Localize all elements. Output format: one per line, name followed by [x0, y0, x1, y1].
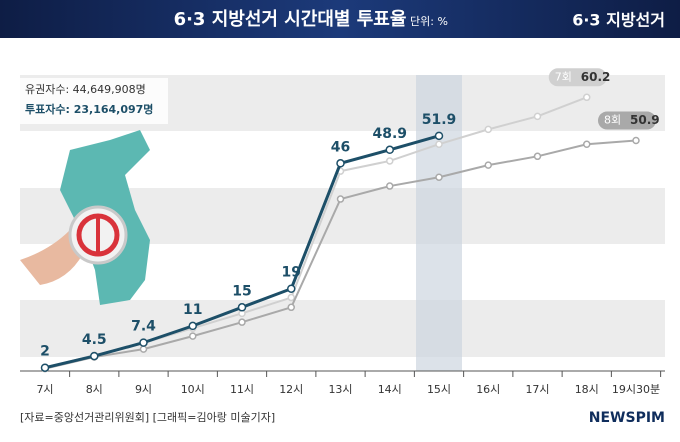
- point: [583, 93, 591, 102]
- point: [188, 321, 197, 331]
- x-tick-label: 9시: [135, 383, 152, 396]
- point: [385, 145, 394, 155]
- point: [533, 152, 542, 161]
- x-tick-label: 14시: [378, 383, 402, 396]
- value-label: 4.5: [82, 332, 107, 348]
- turnout: 투표자수: 23,164,097명: [25, 102, 153, 116]
- point: [287, 303, 295, 312]
- value-label: 51.9: [422, 112, 457, 128]
- point: [632, 136, 640, 145]
- value-label: 19: [282, 265, 301, 281]
- point: [583, 140, 591, 148]
- info-box: [18, 78, 168, 124]
- point: [435, 173, 443, 181]
- point: [90, 351, 99, 361]
- logo: 6·3 지방선거: [572, 11, 665, 30]
- x-tick-label: 8시: [86, 383, 103, 396]
- x-tick-label: 19시30분: [612, 383, 660, 396]
- point: [484, 161, 492, 169]
- x-tick-label: 15시: [427, 383, 451, 396]
- brand: NEWSPIM: [589, 410, 665, 426]
- point: [139, 338, 148, 347]
- x-tick-label: 17시: [525, 383, 549, 396]
- point: [139, 345, 148, 353]
- legend-label: 7회: [555, 70, 572, 83]
- voters: 유권자수: 44,649,908명: [25, 83, 146, 96]
- point: [533, 112, 542, 121]
- x-tick-label: 18시: [575, 383, 599, 396]
- unit: 단위: %: [410, 15, 448, 28]
- point: [386, 157, 394, 165]
- source: [자료=중앙선거관리위원회] [그래픽=김아랑 미술기자]: [20, 411, 275, 424]
- value-label: 48.9: [372, 126, 407, 142]
- legend-label: 8회: [604, 114, 621, 127]
- point: [434, 131, 444, 141]
- x-tick-label: 13시: [328, 383, 352, 396]
- x-tick-label: 7시: [36, 383, 53, 396]
- point: [435, 140, 443, 148]
- point: [336, 159, 345, 168]
- highlight: [416, 75, 462, 371]
- point: [189, 332, 197, 340]
- x-tick-label: 12시: [279, 383, 303, 396]
- point: [386, 182, 394, 190]
- value-label: 60.2: [581, 70, 611, 84]
- x-tick-label: 16시: [476, 383, 500, 396]
- value-label: 46: [331, 139, 350, 155]
- header-bar: [0, 0, 680, 38]
- point: [484, 125, 492, 134]
- value-label: 7.4: [131, 319, 156, 335]
- point: [336, 195, 345, 203]
- point: [40, 363, 50, 372]
- x-tick-label: 10시: [181, 383, 205, 396]
- end-label-box: [548, 68, 607, 87]
- point: [238, 318, 246, 326]
- value-label: 11: [183, 302, 202, 318]
- value-label: 50.9: [630, 113, 660, 127]
- map-illustration: [20, 130, 150, 305]
- point: [287, 284, 296, 293]
- value-label: 15: [232, 283, 251, 299]
- point: [287, 293, 295, 302]
- point: [237, 303, 247, 312]
- title: 6·3 지방선거 시간대별 투표율: [174, 9, 407, 30]
- end-label-box: [598, 111, 656, 130]
- value-label: 2: [40, 344, 50, 360]
- x-tick-label: 11시: [230, 383, 254, 396]
